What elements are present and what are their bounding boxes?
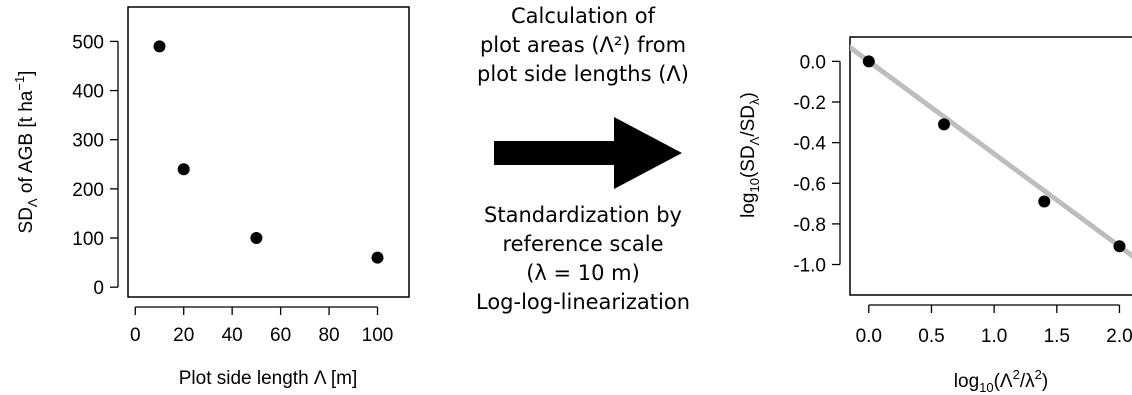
left-data-point (177, 163, 190, 176)
right-data-point (862, 55, 875, 68)
left-x-axis-label: Plot side length Λ [m] (179, 368, 358, 389)
standardization-line: Standardization by (484, 203, 682, 227)
left-x-tick-label: 60 (270, 325, 291, 346)
left-x-tick-label: 40 (222, 325, 243, 346)
right-y-tick-label: -0.6 (793, 174, 826, 195)
right-y-tick-label: -0.2 (793, 93, 826, 114)
right-y-tick-label: -1.0 (793, 256, 826, 277)
right-x-tick-label: 0.5 (918, 326, 944, 347)
left-data-point (153, 40, 166, 53)
right-y-axis-label: log10(SDΛ/SDλ) (738, 92, 762, 218)
right-y-tick-label: -0.4 (793, 134, 826, 155)
left-y-axis-label: SDΛ of AGB [t ha−1] (12, 71, 40, 234)
right-x-tick-label: 1.5 (1044, 326, 1070, 347)
right-data-point (1038, 195, 1051, 208)
standardization-line: (λ = 10 m) (526, 261, 640, 285)
right-x-tick-label: 1.0 (981, 326, 1007, 347)
left-plot-frame (127, 6, 410, 298)
standardization-line: reference scale (502, 232, 664, 256)
left-y-tick-label: 100 (72, 229, 104, 250)
right-data-point (938, 118, 950, 131)
left-x-tick-label: 0 (130, 325, 141, 346)
left-y-tick-label: 300 (72, 131, 104, 152)
left-y-tick-label: 400 (72, 82, 104, 103)
calculation-line: Calculation of (510, 4, 656, 28)
right-chart: 0.0 0.5 1.0 1.5 2.0 0.0-0.2-0.4-0.6-0.8-1.0 … (738, 36, 1132, 395)
right-y-tick-label: -0.8 (793, 215, 826, 236)
calculation-text: Calculation of plot areas (Λ²) from plot… (433, 2, 733, 89)
left-x-tick-label: 80 (318, 325, 339, 346)
left-x-tick-label: 100 (362, 325, 394, 346)
standardization-line: Log-log-linearization (475, 290, 691, 314)
left-y-tick-label: 200 (72, 180, 104, 201)
right-x-axis-label: log10(Λ2/λ2) (954, 367, 1048, 395)
left-x-tick-label: 20 (173, 325, 194, 346)
right-y-tick-label: 0.0 (800, 52, 826, 73)
left-y-tick-label: 500 (72, 32, 104, 53)
left-chart: 0 20 40 60 80 100 0 100 200 300 400 500 Plot side … (12, 6, 410, 389)
right-data-point (1113, 240, 1126, 253)
fit-line (850, 44, 1132, 259)
left-y-tick-label: 0 (93, 278, 104, 299)
left-data-point (371, 251, 384, 264)
calculation-line: plot side lengths (Λ) (477, 62, 689, 86)
right-arrow-icon (494, 117, 682, 189)
calculation-line: plot areas (Λ²) from (479, 33, 687, 57)
right-x-tick-label: 2.0 (1106, 326, 1132, 347)
right-x-tick-label: 0.0 (856, 326, 882, 347)
standardization-text: Standardization by reference scale (λ = … (433, 201, 733, 317)
left-data-point (250, 232, 263, 245)
right-plot-frame (849, 36, 1132, 296)
